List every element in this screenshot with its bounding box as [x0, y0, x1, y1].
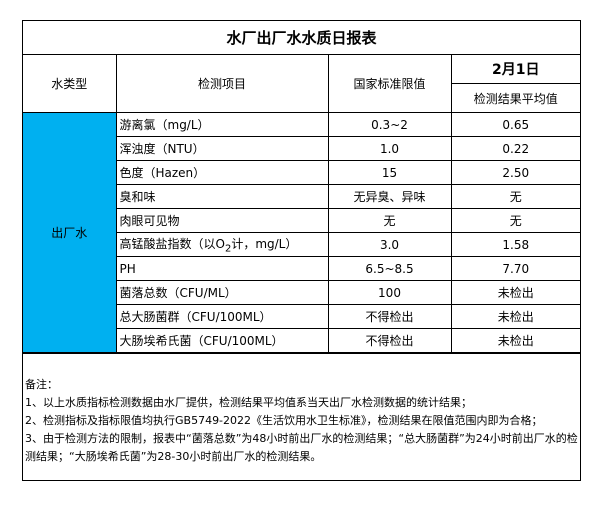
water-quality-report: 水厂出厂水水质日报表 水类型 检测项目 国家标准限值 2月1日 检测结果平均值 … [22, 20, 581, 481]
item-cell: 肉眼可见物 [116, 208, 329, 233]
standard-cell: 1.0 [327, 136, 452, 161]
standard-cell: 15 [327, 160, 452, 185]
item-cell: 高锰酸盐指数（以O2计，mg/L） [116, 232, 329, 257]
item-cell: 大肠埃希氏菌（CFU/100ML） [116, 328, 329, 353]
table-row: PH 6.5~8.5 7.70 [23, 256, 580, 281]
item-cell: PH [116, 256, 329, 281]
item-cell: 臭和味 [116, 184, 329, 209]
item-text: 高锰酸盐指数（以O [119, 236, 225, 251]
header-item: 检测项目 [115, 54, 329, 113]
item-cell: 浑浊度（NTU） [116, 136, 329, 161]
table-row: 菌落总数（CFU/ML） 100 未检出 [23, 280, 580, 305]
item-cell: 总大肠菌群（CFU/100ML） [116, 304, 329, 329]
item-text: 计，mg/L） [231, 236, 298, 251]
table-row: 总大肠菌群（CFU/100ML） 不得检出 未检出 [23, 304, 580, 329]
standard-cell: 无 [327, 208, 452, 233]
result-cell: 0.22 [450, 136, 580, 161]
result-cell: 1.58 [450, 232, 580, 257]
standard-cell: 100 [327, 280, 452, 305]
water-type-cell: 出厂水 [23, 112, 117, 353]
table-row: 大肠埃希氏菌（CFU/100ML） 不得检出 未检出 [23, 328, 580, 353]
note-line: 1、以上水质指标检测数据由水厂提供，检测结果平均值系当天出厂水检测数据的统计结果… [25, 396, 472, 409]
table-row: 出厂水 游离氯（mg/L） 0.3~2 0.65 [23, 112, 580, 353]
note-line: 2、检测指标及指标限值均执行GB5749-2022《生活饮用水卫生标准》，检测结… [25, 414, 543, 427]
result-cell: 无 [450, 184, 580, 209]
table-row: 肉眼可见物无无 [23, 208, 580, 233]
item-cell: 色度（Hazen） [116, 160, 329, 185]
item-cell: 菌落总数（CFU/ML） [116, 280, 329, 305]
standard-cell: 不得检出 [327, 304, 452, 329]
notes: 备注： 1、以上水质指标检测数据由水厂提供，检测结果平均值系当天出厂水检测数据的… [23, 353, 580, 480]
standard-cell: 6.5~8.5 [327, 256, 452, 281]
standard-cell: 不得检出 [327, 328, 452, 353]
result-cell: 7.70 [450, 256, 580, 281]
standard-cell: 0.3~2 [327, 112, 452, 137]
note-line: 3、由于检测方法的限制，报表中“菌落总数”为48小时前出厂水的检测结果；“总大肠… [25, 432, 578, 463]
result-cell: 未检出 [450, 328, 580, 353]
notes-heading: 备注： [25, 378, 58, 391]
header-result: 检测结果平均值 [451, 83, 580, 113]
item-subscript: 2 [224, 243, 232, 255]
result-cell: 无 [450, 208, 580, 233]
standard-cell: 3.0 [327, 232, 452, 257]
header-standard: 国家标准限值 [327, 54, 452, 113]
header-date: 2月1日 [450, 54, 580, 84]
result-cell: 2.50 [450, 160, 580, 185]
result-cell: 未检出 [450, 280, 580, 305]
report-table: 水厂出厂水水质日报表 水类型 检测项目 国家标准限值 2月1日 检测结果平均值 … [23, 21, 580, 353]
result-cell: 0.65 [450, 112, 580, 137]
table-row: 浑浊度（NTU） 1.0 0.22 [23, 136, 580, 161]
header-water-type: 水类型 [23, 54, 117, 113]
report-title: 水厂出厂水水质日报表 [23, 21, 580, 55]
standard-cell: 无异臭、异味 [327, 184, 452, 209]
item-cell: 游离氯（mg/L） [115, 112, 329, 137]
result-cell: 未检出 [450, 304, 580, 329]
table-row: 色度（Hazen） 15 2.50 [23, 160, 580, 185]
